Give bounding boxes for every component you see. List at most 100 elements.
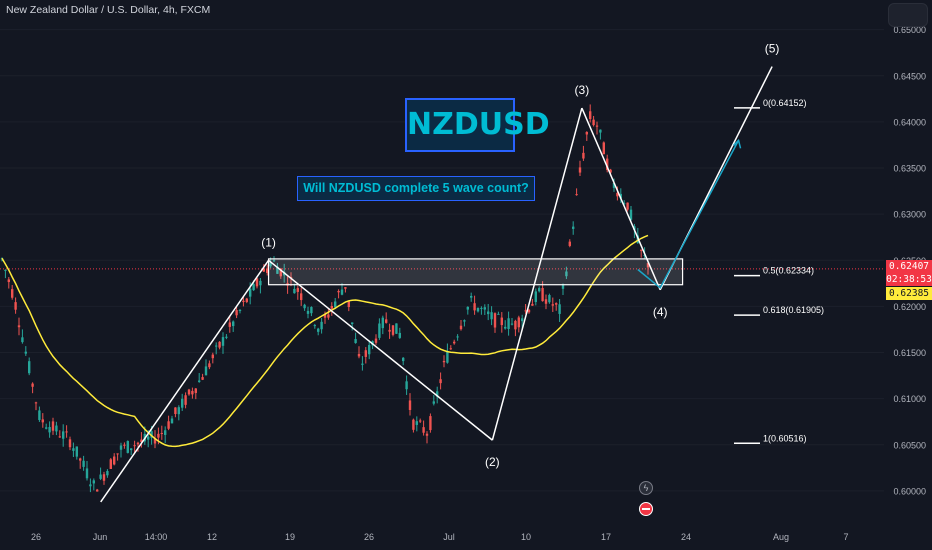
candle-body	[592, 119, 595, 126]
candle-body	[157, 433, 160, 438]
title-annotation[interactable]: NZDUSD	[405, 98, 550, 152]
candle-body	[595, 125, 599, 127]
candle-body	[497, 313, 500, 315]
moving-average-series	[1, 234, 649, 448]
candle-body	[436, 391, 439, 397]
candle-body	[572, 226, 575, 229]
subtitle-annotation[interactable]: Will NZDUSD complete 5 wave count?	[297, 176, 535, 201]
projection-line	[637, 140, 740, 290]
candle-body	[153, 438, 157, 444]
candle-body	[619, 193, 622, 199]
candle-body	[215, 345, 218, 347]
candle-body	[534, 291, 537, 303]
time-axis[interactable]: 26 Jun 14:00 12 19 26 Jul 10 17 24 Aug 7	[31, 532, 849, 542]
candle-body	[24, 351, 27, 354]
candle-body	[473, 303, 476, 311]
x-tick-label: 14:00	[145, 532, 168, 542]
candle-body	[640, 249, 643, 251]
candle-body	[419, 420, 422, 422]
candle-body	[357, 353, 361, 357]
fib-level-label: 1(0.60516)	[763, 433, 807, 443]
candle-body	[517, 317, 520, 328]
candle-body	[102, 474, 106, 481]
candle-body	[565, 271, 568, 277]
candle-body	[72, 448, 75, 451]
candle-body	[106, 471, 109, 476]
candle-body	[568, 241, 571, 246]
candle-body	[45, 427, 48, 429]
candle-body	[646, 263, 650, 268]
x-tick-label: 7	[843, 532, 848, 542]
candle-body	[514, 320, 517, 330]
candle-body	[225, 336, 228, 338]
grid-lines	[0, 29, 884, 492]
flag-icon[interactable]	[639, 502, 653, 516]
x-tick-label: Jul	[443, 532, 455, 542]
y-tick-label: 0.62000	[893, 302, 926, 312]
candle-body	[487, 311, 490, 315]
candle-body	[164, 430, 167, 435]
candle-body	[395, 323, 398, 334]
candle-body	[303, 304, 306, 309]
y-tick-label: 0.61500	[893, 348, 926, 358]
candle-body	[242, 300, 245, 303]
candle-body	[55, 425, 58, 432]
candle-body	[75, 446, 78, 457]
candle-body	[442, 360, 446, 363]
candle-body	[575, 194, 578, 196]
candle-body	[555, 303, 558, 305]
x-tick-label: 10	[521, 532, 531, 542]
candle-body	[510, 323, 514, 325]
zone-rect	[267, 258, 684, 286]
candle-body	[293, 288, 296, 294]
candle-body	[361, 363, 364, 365]
candle-body	[79, 458, 82, 461]
candle-body	[612, 182, 616, 188]
chart-settings-button[interactable]	[888, 3, 928, 27]
lightning-icon[interactable]: ϟ	[639, 481, 653, 495]
fibonacci-levels[interactable]: 0(0.64152) 0.5(0.62334) 0.618(0.61905) 1(0.…	[734, 98, 824, 445]
candle-body	[201, 377, 204, 380]
candle-body	[422, 427, 425, 433]
candle-body	[276, 266, 279, 274]
candle-body	[191, 390, 194, 395]
candle-body	[252, 284, 255, 291]
x-tick-label: Aug	[773, 532, 789, 542]
candle-body	[238, 310, 242, 312]
candle-body	[480, 307, 483, 309]
x-tick-label: 17	[601, 532, 611, 542]
candle-body	[170, 418, 174, 424]
candle-body	[582, 152, 585, 159]
y-tick-label: 0.61000	[893, 394, 926, 404]
wave-segment	[100, 259, 270, 503]
support-resistance-zone[interactable]	[267, 258, 684, 286]
candle-body	[378, 323, 381, 338]
candle-body	[92, 480, 95, 484]
wave-label: (1)	[261, 235, 276, 249]
candle-body	[58, 436, 61, 438]
candle-body	[334, 301, 337, 308]
candle-body	[558, 304, 561, 314]
candle-body	[439, 379, 442, 384]
candle-body	[623, 203, 626, 205]
candle-body	[266, 268, 269, 273]
candle-body	[463, 320, 466, 322]
projection-path[interactable]	[637, 138, 742, 290]
fib-level-label: 0(0.64152)	[763, 98, 807, 108]
candle-body	[330, 305, 333, 309]
candlestick-series	[0, 104, 650, 493]
candle-body	[408, 400, 412, 410]
candle-body	[589, 111, 592, 119]
candle-body	[391, 325, 395, 335]
candle-body	[150, 431, 153, 438]
elliott-wave-lines[interactable]: (1) (2) (3) (4) (5)	[100, 42, 780, 503]
candle-body	[466, 306, 469, 310]
candle-body	[340, 289, 344, 295]
candle-body	[11, 289, 14, 298]
candle-body	[228, 322, 231, 327]
y-tick-label: 0.63000	[893, 210, 926, 220]
candle-body	[85, 468, 89, 479]
wave-label: (2)	[485, 455, 500, 469]
candle-body	[602, 142, 605, 155]
